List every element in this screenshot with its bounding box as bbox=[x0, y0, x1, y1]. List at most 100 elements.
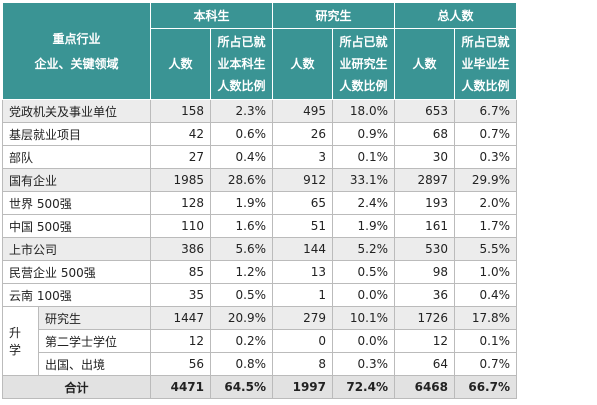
cell: 65 bbox=[272, 191, 333, 215]
row: 世界 500强 128 1.9% 65 2.4% 193 2.0% bbox=[2, 191, 517, 215]
cell: 0.3% bbox=[332, 352, 395, 376]
sub-header: 人数 bbox=[150, 28, 211, 100]
row: 云南 100强 35 0.5% 1 0.0% 36 0.4% bbox=[2, 283, 517, 307]
cell: 33.1% bbox=[332, 168, 395, 192]
cell: 68 bbox=[394, 122, 455, 146]
sub-header: 所占已就业研究生人数比例 bbox=[332, 28, 395, 100]
cell: 12 bbox=[394, 329, 455, 353]
cell: 8 bbox=[272, 352, 333, 376]
row-label: 基层就业项目 bbox=[2, 122, 151, 146]
row-label: 世界 500强 bbox=[2, 191, 151, 215]
cell: 56 bbox=[150, 352, 211, 376]
cell: 0.3% bbox=[454, 145, 517, 169]
cell: 64.5% bbox=[210, 375, 273, 399]
cell: 5.2% bbox=[332, 237, 395, 261]
cell: 0.5% bbox=[332, 260, 395, 284]
cell: 1.6% bbox=[210, 214, 273, 238]
cell: 0.9% bbox=[332, 122, 395, 146]
cell: 0.5% bbox=[210, 283, 273, 307]
row-label: 出国、出境 bbox=[38, 352, 151, 376]
cell: 128 bbox=[150, 191, 211, 215]
cell: 2.3% bbox=[210, 99, 273, 123]
cell: 20.9% bbox=[210, 306, 273, 330]
cell: 66.7% bbox=[454, 375, 517, 399]
cell: 35 bbox=[150, 283, 211, 307]
cell: 2897 bbox=[394, 168, 455, 192]
sub-header-text: 人数 bbox=[290, 57, 315, 71]
cell: 30 bbox=[394, 145, 455, 169]
cell: 912 bbox=[272, 168, 333, 192]
cell: 72.4% bbox=[332, 375, 395, 399]
total-label: 合计 bbox=[2, 375, 151, 399]
row: 中国 500强 110 1.6% 51 1.9% 161 1.7% bbox=[2, 214, 517, 238]
cell: 28.6% bbox=[210, 168, 273, 192]
row-label: 第二学士学位 bbox=[38, 329, 151, 353]
sub-header-text: 所占已就业毕业生人数比例 bbox=[461, 35, 510, 93]
cell: 1.2% bbox=[210, 260, 273, 284]
cell: 161 bbox=[394, 214, 455, 238]
sub-header: 人数 bbox=[394, 28, 455, 100]
cell: 0.0% bbox=[332, 283, 395, 307]
group-header: 研究生 bbox=[272, 2, 395, 29]
cell: 1726 bbox=[394, 306, 455, 330]
cell: 5.6% bbox=[210, 237, 273, 261]
cell: 2.0% bbox=[454, 191, 517, 215]
cell: 1.0% bbox=[454, 260, 517, 284]
row: 基层就业项目 42 0.6% 26 0.9% 68 0.7% bbox=[2, 122, 517, 146]
cell: 13 bbox=[272, 260, 333, 284]
cell: 495 bbox=[272, 99, 333, 123]
cell: 0.6% bbox=[210, 122, 273, 146]
sub-header-text: 人数 bbox=[168, 57, 193, 71]
cell: 26 bbox=[272, 122, 333, 146]
cell: 85 bbox=[150, 260, 211, 284]
row-label: 部队 bbox=[2, 145, 151, 169]
row: 第二学士学位 12 0.2% 0 0.0% 12 0.1% bbox=[3, 329, 517, 353]
cell: 0.8% bbox=[210, 352, 273, 376]
group-label: 升学 bbox=[2, 306, 39, 376]
cell: 0.1% bbox=[332, 145, 395, 169]
cell: 2.4% bbox=[332, 191, 395, 215]
cell: 29.9% bbox=[454, 168, 517, 192]
cell: 27 bbox=[150, 145, 211, 169]
cell: 653 bbox=[394, 99, 455, 123]
sub-header: 人数 bbox=[272, 28, 333, 100]
row: 出国、出境 56 0.8% 8 0.3% 64 0.7% bbox=[3, 352, 517, 376]
cell: 144 bbox=[272, 237, 333, 261]
cell: 98 bbox=[394, 260, 455, 284]
stub-header: 重点行业 企业、关键领域 bbox=[2, 2, 151, 100]
group-header: 总人数 bbox=[394, 2, 517, 29]
cell: 0.4% bbox=[454, 283, 517, 307]
total-row: 合计 4471 64.5% 1997 72.4% 6468 66.7% bbox=[2, 375, 517, 399]
row-label: 国有企业 bbox=[2, 168, 151, 192]
cell: 4471 bbox=[150, 375, 211, 399]
row: 党政机关及事业单位 158 2.3% 495 18.0% 653 6.7% bbox=[2, 99, 517, 123]
cell: 6.7% bbox=[454, 99, 517, 123]
cell: 1.9% bbox=[210, 191, 273, 215]
sub-header: 所占已就业本科生人数比例 bbox=[210, 28, 273, 100]
row: 上市公司 386 5.6% 144 5.2% 530 5.5% bbox=[2, 237, 517, 261]
row: 国有企业 1985 28.6% 912 33.1% 2897 29.9% bbox=[2, 168, 517, 192]
group-header: 本科生 bbox=[150, 2, 273, 29]
stub-line: 重点行业 bbox=[52, 32, 101, 46]
stub-line: 企业、关键领域 bbox=[34, 57, 119, 71]
cell: 36 bbox=[394, 283, 455, 307]
cell: 5.5% bbox=[454, 237, 517, 261]
row-label: 云南 100强 bbox=[2, 283, 151, 307]
cell: 42 bbox=[150, 122, 211, 146]
cell: 10.1% bbox=[332, 306, 395, 330]
row-label: 中国 500强 bbox=[2, 214, 151, 238]
row: 升学 研究生 1447 20.9% 279 10.1% 1726 17.8% bbox=[2, 306, 517, 376]
cell: 386 bbox=[150, 237, 211, 261]
sub-header-text: 人数 bbox=[412, 57, 437, 71]
cell: 1447 bbox=[150, 306, 211, 330]
cell: 18.0% bbox=[332, 99, 395, 123]
cell: 1997 bbox=[272, 375, 333, 399]
cell: 3 bbox=[272, 145, 333, 169]
row-label: 研究生 bbox=[38, 306, 151, 330]
cell: 158 bbox=[150, 99, 211, 123]
cell: 0.7% bbox=[454, 122, 517, 146]
cell: 0.7% bbox=[454, 352, 517, 376]
cell: 64 bbox=[394, 352, 455, 376]
cell: 1985 bbox=[150, 168, 211, 192]
